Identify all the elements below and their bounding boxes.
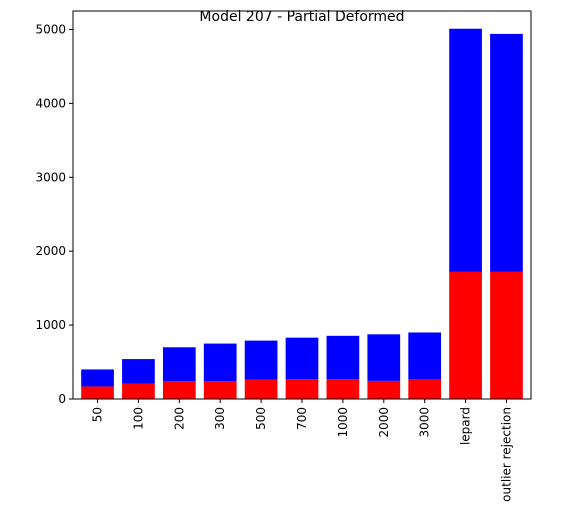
bar-red-300 — [203, 381, 237, 399]
bar-blue-50 — [81, 369, 114, 387]
bar-red-2000 — [367, 380, 401, 399]
bar-blue-100 — [122, 359, 155, 384]
y-tick-label-3000: 3000 — [35, 170, 66, 184]
bar-blue-outlier-rejection — [490, 33, 523, 272]
y-tick-label-0: 0 — [58, 392, 66, 406]
bars-group — [81, 28, 523, 399]
x-axis: 50 100 200 300 500 700 1000 2000 3000 lepard outli… — [91, 399, 513, 502]
y-tick-label-2000: 2000 — [35, 244, 66, 258]
x-tick-label-50: 50 — [91, 407, 105, 422]
bar-red-700 — [285, 379, 319, 399]
x-tick-label-700: 700 — [295, 407, 309, 430]
bar-blue-lepard — [449, 28, 482, 272]
bar-blue-200 — [162, 347, 196, 382]
x-tick-label-outlier-rejection: outlier rejection — [499, 407, 513, 502]
y-axis: 0 1000 2000 3000 4000 5000 — [35, 22, 73, 406]
x-tick-label-3000: 3000 — [418, 407, 432, 438]
bar-red-lepard — [449, 271, 482, 399]
bar-red-3000 — [408, 379, 442, 399]
bar-red-1000 — [326, 379, 360, 399]
bar-blue-700 — [285, 337, 319, 380]
x-tick-label-100: 100 — [131, 407, 145, 430]
x-tick-label-200: 200 — [172, 407, 186, 430]
bar-blue-3000 — [408, 332, 442, 380]
x-tick-label-lepard: lepard — [459, 407, 473, 445]
y-tick-label-1000: 1000 — [35, 318, 66, 332]
bar-red-100 — [122, 383, 155, 399]
bar-blue-2000 — [367, 334, 401, 381]
bar-red-50 — [81, 386, 114, 399]
bar-red-outlier-rejection — [490, 271, 523, 399]
bar-blue-500 — [244, 340, 278, 380]
chart-title: Model 207 - Partial Deformed — [199, 9, 404, 25]
bar-blue-300 — [203, 343, 237, 382]
x-tick-label-300: 300 — [213, 407, 227, 430]
y-tick-label-4000: 4000 — [35, 96, 66, 110]
bar-blue-1000 — [326, 335, 360, 380]
bar-red-200 — [162, 381, 196, 399]
y-tick-label-5000: 5000 — [35, 22, 66, 36]
x-tick-label-2000: 2000 — [377, 407, 391, 438]
plot-frame — [72, 10, 532, 400]
bar-red-500 — [244, 379, 278, 399]
x-tick-label-1000: 1000 — [336, 407, 350, 438]
x-tick-label-500: 500 — [254, 407, 268, 430]
